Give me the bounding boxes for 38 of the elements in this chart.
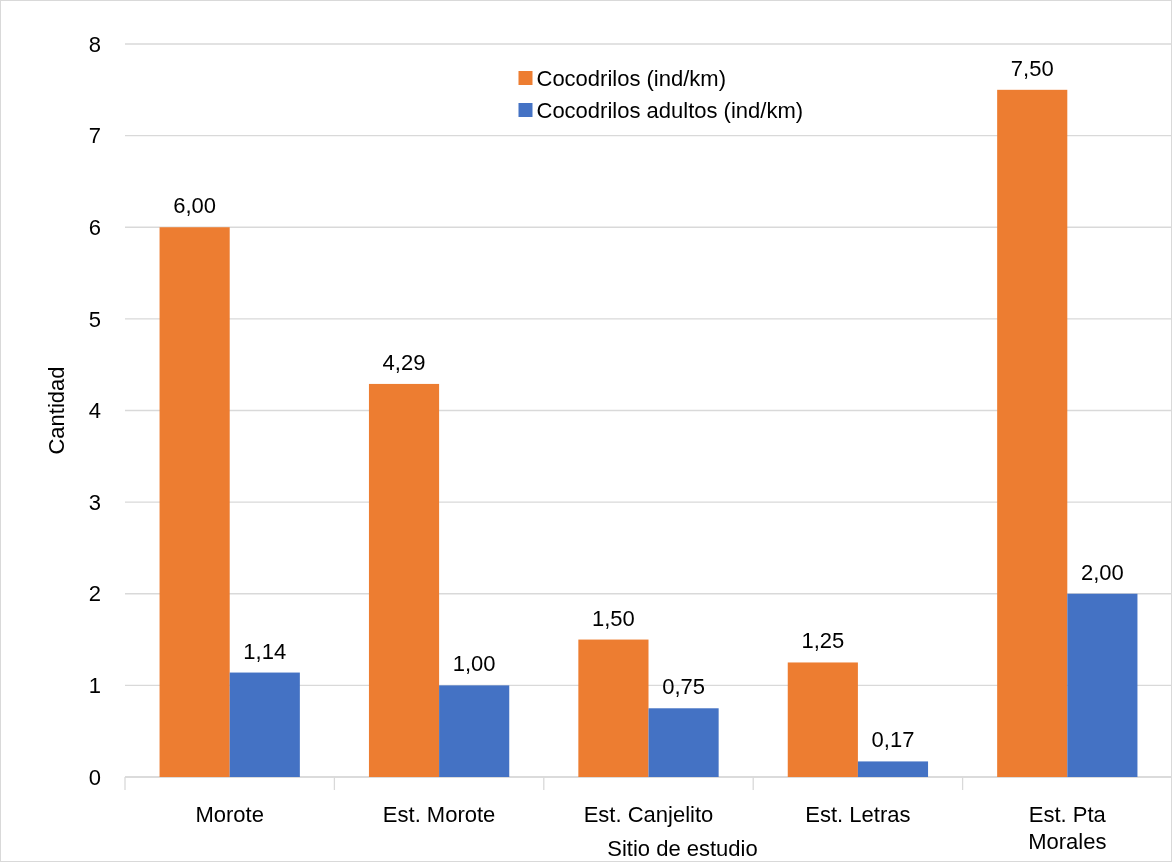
y-axis-title: Cantidad	[44, 366, 69, 455]
data-label: 6,00	[173, 193, 217, 219]
bar	[229, 672, 300, 777]
data-label: 0,75	[662, 674, 705, 700]
x-axis-title: Sitio de estudio	[607, 836, 758, 861]
bar	[439, 685, 510, 777]
data-label: 7,50	[1010, 55, 1054, 81]
y-tick-label: 6	[88, 214, 101, 240]
data-label: 1,50	[592, 605, 635, 631]
data-label: 2,00	[1080, 559, 1124, 585]
data-label: 1,14	[243, 638, 287, 664]
x-tick-label: Est. Letras	[805, 802, 911, 827]
bar	[1067, 593, 1138, 777]
bar	[648, 708, 719, 777]
y-tick-label: 3	[88, 489, 101, 515]
data-label: 0,17	[871, 727, 915, 753]
y-tick-label: 4	[88, 398, 101, 424]
data-label: 1,00	[452, 651, 496, 677]
data-label: 4,29	[382, 349, 426, 375]
x-tick-label: Est. Pta Morales	[1028, 802, 1107, 854]
bar	[857, 761, 929, 777]
x-tick-label: Est. Morote	[382, 802, 496, 827]
y-tick-label: 1	[88, 673, 101, 699]
y-tick-label: 5	[88, 306, 101, 332]
data-label: 1,25	[801, 628, 845, 654]
y-tick-label: 2	[88, 581, 101, 607]
y-tick-label: 0	[88, 764, 101, 790]
bar	[997, 89, 1068, 777]
x-tick-label: Est. Canjelito	[583, 802, 714, 827]
legend-label: Cocodrilos (ind/km)	[536, 65, 726, 91]
y-tick-label: 8	[88, 31, 101, 57]
y-tick-label: 7	[88, 123, 101, 149]
bar	[159, 227, 230, 777]
legend-label: Cocodrilos adultos (ind/km)	[536, 97, 804, 123]
bar	[787, 662, 858, 777]
bar	[578, 639, 649, 777]
x-tick-label: Morote	[195, 802, 264, 827]
bar	[368, 383, 440, 777]
